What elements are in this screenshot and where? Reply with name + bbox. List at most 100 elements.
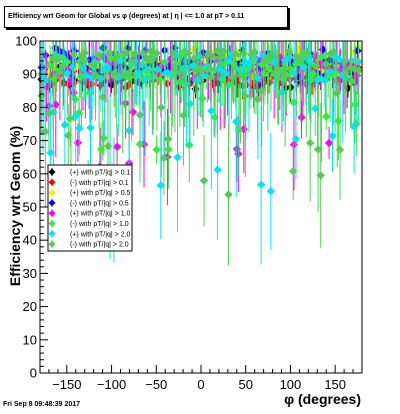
data-point: [227, 50, 236, 59]
data-point: [99, 133, 108, 143]
data-point: [179, 111, 188, 120]
data-point: [209, 53, 219, 63]
data-point: [217, 74, 227, 84]
data-point: [52, 55, 61, 65]
data-point: [250, 47, 259, 56]
data-point: [221, 69, 230, 78]
legend-marker: [48, 189, 56, 197]
data-point: [98, 92, 107, 102]
axes: −150 −100 −50 0 50 100 150 0 10 20 30 40 50 60 70 80 90 1…: [15, 34, 363, 392]
data-point: [263, 53, 273, 62]
data-point: [325, 49, 335, 59]
data-point: [85, 88, 94, 98]
data-point: [80, 48, 90, 57]
x-tick-label: 0: [197, 377, 204, 392]
data-point: [270, 57, 279, 67]
data-point: [286, 64, 295, 73]
data-point: [94, 51, 104, 60]
data-point: [121, 48, 131, 57]
data-point: [152, 145, 161, 154]
legend-entry: (+) with pT/|q| > 1.0: [70, 211, 131, 218]
data-point: [37, 91, 46, 100]
data-point: [185, 140, 194, 150]
legend-marker: [48, 230, 56, 238]
data-point: [155, 75, 165, 84]
legend-marker: [48, 209, 56, 217]
data-point: [76, 72, 85, 82]
y-tick-label: 50: [23, 200, 37, 215]
legend-entry: (-) with pT/|q| > 2.0: [70, 242, 129, 249]
data-point: [354, 66, 363, 75]
data-point: [288, 58, 297, 67]
data-point: [60, 120, 70, 130]
data-point: [46, 148, 55, 157]
data-point: [207, 106, 216, 116]
legend-entry: (-) with pT/|q| > 1.0: [70, 221, 129, 228]
data-point: [321, 112, 331, 121]
data-point: [291, 134, 301, 144]
data-point: [288, 166, 298, 176]
data-point: [48, 54, 58, 63]
data-point: [310, 61, 320, 70]
data-point: [350, 100, 360, 109]
data-point: [105, 48, 114, 58]
legend: (+) with pT/|q| > 0.1 (-) with pT/|q| > 0…: [47, 164, 133, 252]
data-point: [103, 141, 113, 151]
data-point: [224, 190, 233, 199]
x-tick-label: −50: [145, 377, 167, 392]
data-point: [219, 46, 229, 56]
data-point: [175, 82, 184, 91]
data-point: [75, 57, 84, 66]
y-tick-label: 90: [23, 67, 37, 82]
data-point: [91, 72, 100, 81]
legend-entry: (-) with pT/|q| > 0.5: [70, 200, 129, 207]
data-point: [112, 142, 122, 152]
data-point: [302, 50, 311, 59]
data-point: [185, 99, 195, 108]
data-point: [156, 181, 166, 190]
data-point: [209, 80, 218, 89]
y-tick-label: 80: [23, 100, 37, 115]
data-point: [241, 91, 250, 101]
y-tick-label: 100: [15, 34, 37, 49]
data-point: [199, 176, 209, 185]
data-point: [224, 56, 234, 65]
data-point: [341, 68, 351, 77]
data-point: [199, 71, 208, 80]
legend-marker: [48, 240, 56, 248]
data-point: [231, 49, 240, 59]
data-point: [123, 44, 133, 53]
legend-entry: (+) with pT/|q| > 0.5: [70, 190, 131, 197]
data-point: [118, 71, 127, 81]
data-point: [42, 82, 51, 92]
data-point: [130, 49, 140, 59]
data-point: [146, 47, 156, 56]
data-point: [134, 68, 144, 77]
data-point: [116, 56, 126, 65]
x-axis-label: φ (degrees): [284, 391, 361, 407]
data-point: [184, 48, 193, 58]
data-point: [257, 86, 266, 95]
data-point: [45, 60, 55, 70]
data-point: [160, 58, 169, 67]
data-point: [277, 88, 287, 97]
x-tick-label: 50: [238, 377, 252, 392]
data-point: [41, 127, 50, 136]
data-point: [213, 46, 222, 56]
data-point: [175, 67, 184, 77]
data-point: [289, 140, 299, 149]
data-point: [349, 122, 359, 131]
y-tick-label: 40: [23, 233, 37, 248]
data-point: [189, 54, 199, 63]
data-point: [280, 63, 290, 73]
data-point: [168, 49, 177, 58]
data-point: [63, 69, 72, 78]
y-tick-label: 20: [23, 299, 37, 314]
data-point: [305, 57, 314, 66]
data-point: [75, 124, 84, 133]
data-point: [216, 64, 225, 74]
data-point: [64, 131, 73, 140]
data-marks: [37, 41, 363, 266]
data-point: [285, 47, 294, 56]
data-point: [324, 138, 334, 148]
